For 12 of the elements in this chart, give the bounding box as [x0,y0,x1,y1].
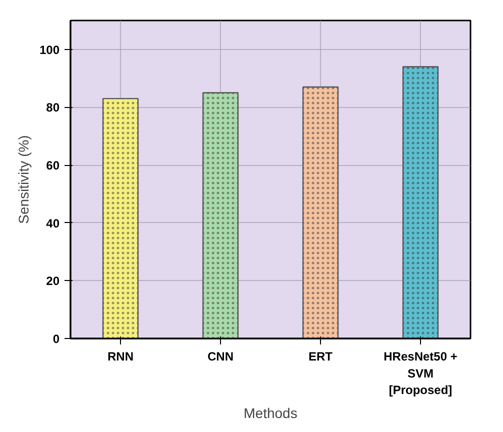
x-tick-label: ERT [308,350,334,364]
x-tick-label: RNN [108,350,134,364]
x-axis-title: Methods [244,405,298,422]
y-tick-label: 80 [46,100,60,115]
y-tick-label: 100 [39,42,60,57]
y-tick-label: 60 [46,158,60,173]
y-tick-label: 0 [52,332,60,346]
y-tick-label: 20 [46,274,60,288]
x-tick-label: HResNet50 + SVM [Proposed] [384,350,458,398]
y-axis-title: Sensitivity (%) [15,135,32,224]
y-tick-label: 40 [46,216,60,230]
x-tick-label: CNN [208,350,234,364]
